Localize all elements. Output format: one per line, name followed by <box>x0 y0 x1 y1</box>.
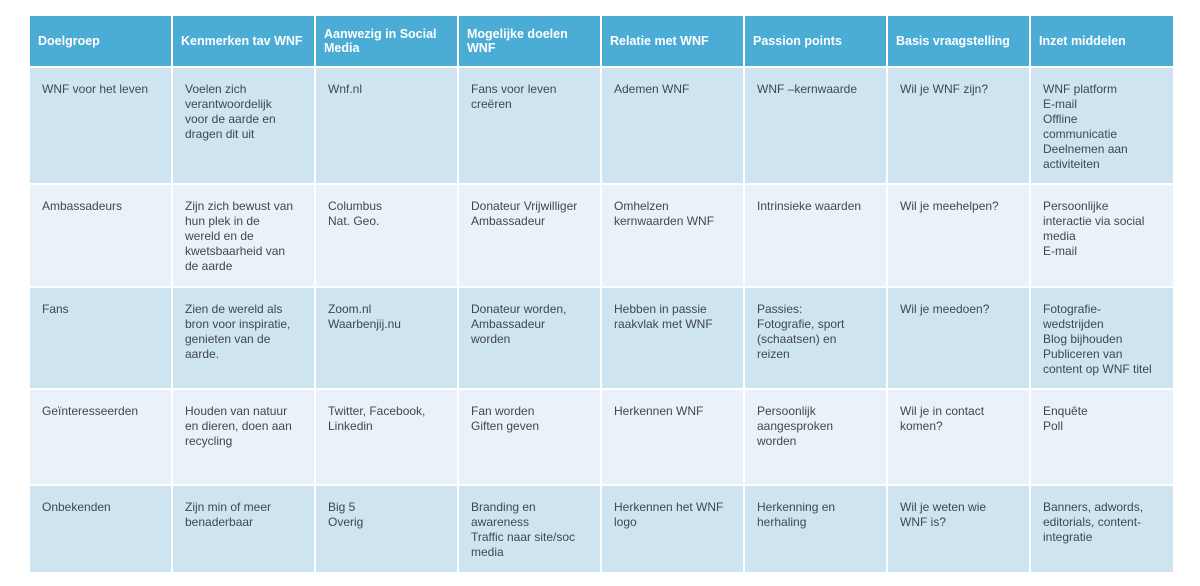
table-cell: Zoom.nl Waarbenjij.nu <box>314 286 459 390</box>
table-cell: Big 5 Overig <box>314 484 459 574</box>
table-cell: Geïnteresseerden <box>28 388 173 486</box>
cell-text: Fotografie- wedstrijden Blog bijhouden P… <box>1043 302 1152 376</box>
table-cell: Onbekenden <box>28 484 173 574</box>
table-cell: Ademen WNF <box>600 66 745 185</box>
cell-text: Hebben in passie raakvlak met WNF <box>614 302 713 331</box>
cell-text: Wil je WNF zijn? <box>900 82 989 96</box>
cell-text: Herkennen WNF <box>614 404 704 418</box>
cell-text: Geïnteresseerden <box>42 404 139 418</box>
table-cell: Voelen zich verantwoordelijk voor de aar… <box>171 66 316 185</box>
table-cell: Donateur worden, Ambassadeur worden <box>457 286 602 390</box>
cell-text: Ademen WNF <box>614 82 690 96</box>
table-cell: Zijn min of meer benaderbaar <box>171 484 316 574</box>
cell-text: Voelen zich verantwoordelijk voor de aar… <box>185 82 276 141</box>
header-social-media: Aanwezig in Social Media <box>314 14 459 68</box>
table-cell: Passies: Fotografie, sport (schaatsen) e… <box>743 286 888 390</box>
table-cell: Omhelzen kernwaarden WNF <box>600 183 745 288</box>
table-cell: Banners, adwords, editorials, content- i… <box>1029 484 1175 574</box>
cell-text: Herkennen het WNF logo <box>614 500 724 529</box>
cell-text: Banners, adwords, editorials, content- i… <box>1043 500 1144 544</box>
cell-text: Wil je weten wie WNF is? <box>900 500 987 529</box>
header-vraagstelling: Basis vraagstelling <box>886 14 1031 68</box>
table-cell: Fotografie- wedstrijden Blog bijhouden P… <box>1029 286 1175 390</box>
header-inzet-middelen: Inzet middelen <box>1029 14 1175 68</box>
cell-text: WNF voor het leven <box>42 82 149 96</box>
table-cell: Wil je meehelpen? <box>886 183 1031 288</box>
cell-text: Zijn zich bewust van hun plek in de were… <box>185 199 294 273</box>
table-cell: Herkennen het WNF logo <box>600 484 745 574</box>
table-cell: Fan worden Giften geven <box>457 388 602 486</box>
cell-text: Enquête Poll <box>1043 404 1088 433</box>
table-cell: WNF voor het leven <box>28 66 173 185</box>
table-cell: Persoonlijk aangesproken worden <box>743 388 888 486</box>
table-cell: Persoonlijke interactie via social media… <box>1029 183 1175 288</box>
cell-text: Persoonlijke interactie via social media… <box>1043 199 1145 258</box>
table-cell: WNF platform E-mail Offline communicatie… <box>1029 66 1175 185</box>
cell-text: Wnf.nl <box>328 82 363 96</box>
table-cell: Wil je meedoen? <box>886 286 1031 390</box>
cell-text: Omhelzen kernwaarden WNF <box>614 199 715 228</box>
table-cell: Donateur Vrijwilliger Ambassadeur <box>457 183 602 288</box>
table-cell: Herkennen WNF <box>600 388 745 486</box>
header-relatie: Relatie met WNF <box>600 14 745 68</box>
cell-text: WNF –kernwaarde <box>757 82 858 96</box>
table-cell: Fans voor leven creëren <box>457 66 602 185</box>
cell-text: Intrinsieke waarden <box>757 199 862 213</box>
cell-text: Zoom.nl Waarbenjij.nu <box>328 302 401 331</box>
table-cell: Zijn zich bewust van hun plek in de were… <box>171 183 316 288</box>
cell-text: Herkenning en herhaling <box>757 500 836 529</box>
cell-text: Twitter, Facebook, Linkedin <box>328 404 426 433</box>
header-doelen: Mogelijke doelen WNF <box>457 14 602 68</box>
cell-text: Wil je in contact komen? <box>900 404 985 433</box>
cell-text: Zien de wereld als bron voor inspiratie,… <box>185 302 291 361</box>
table-row: Ambassadeurs Zijn zich bewust van hun pl… <box>28 183 1175 288</box>
table-cell: Hebben in passie raakvlak met WNF <box>600 286 745 390</box>
table-cell: Columbus Nat. Geo. <box>314 183 459 288</box>
cell-text: Fan worden Giften geven <box>471 404 540 433</box>
header-row: Doelgroep Kenmerken tav WNF Aanwezig in … <box>28 14 1175 68</box>
table-row: Fans Zien de wereld als bron voor inspir… <box>28 286 1175 390</box>
cell-text: Columbus Nat. Geo. <box>328 199 383 228</box>
header-kenmerken: Kenmerken tav WNF <box>171 14 316 68</box>
table-cell: WNF –kernwaarde <box>743 66 888 185</box>
cell-text: Wil je meedoen? <box>900 302 990 316</box>
cell-text: Passies: Fotografie, sport (schaatsen) e… <box>757 302 845 361</box>
target-group-table: Doelgroep Kenmerken tav WNF Aanwezig in … <box>28 14 1175 574</box>
table-cell: Enquête Poll <box>1029 388 1175 486</box>
cell-text: Branding en awareness Traffic naar site/… <box>471 500 576 559</box>
cell-text: Persoonlijk aangesproken worden <box>757 404 834 448</box>
cell-text: Big 5 Overig <box>328 500 364 529</box>
cell-text: WNF platform E-mail Offline communicatie… <box>1043 82 1128 171</box>
cell-text: Wil je meehelpen? <box>900 199 999 213</box>
cell-text: Fans <box>42 302 69 316</box>
table-cell: Twitter, Facebook, Linkedin <box>314 388 459 486</box>
table-cell: Wil je WNF zijn? <box>886 66 1031 185</box>
table-cell: Zien de wereld als bron voor inspiratie,… <box>171 286 316 390</box>
cell-text: Donateur worden, Ambassadeur worden <box>471 302 567 346</box>
table-cell: Wil je weten wie WNF is? <box>886 484 1031 574</box>
table-cell: Ambassadeurs <box>28 183 173 288</box>
cell-text: Houden van natuur en dieren, doen aan re… <box>185 404 292 448</box>
cell-text: Zijn min of meer benaderbaar <box>185 500 272 529</box>
table-row: WNF voor het leven Voelen zich verantwoo… <box>28 66 1175 185</box>
table-row: Onbekenden Zijn min of meer benaderbaar … <box>28 484 1175 574</box>
table-cell: Wil je in contact komen? <box>886 388 1031 486</box>
cell-text: Ambassadeurs <box>42 199 123 213</box>
cell-text: Donateur Vrijwilliger Ambassadeur <box>471 199 578 228</box>
table-cell: Herkenning en herhaling <box>743 484 888 574</box>
cell-text: Onbekenden <box>42 500 111 514</box>
header-doelgroep: Doelgroep <box>28 14 173 68</box>
table-cell: Intrinsieke waarden <box>743 183 888 288</box>
table-cell: Fans <box>28 286 173 390</box>
table-cell: Houden van natuur en dieren, doen aan re… <box>171 388 316 486</box>
table-row: Geïnteresseerden Houden van natuur en di… <box>28 388 1175 486</box>
cell-text: Fans voor leven creëren <box>471 82 557 111</box>
table-cell: Branding en awareness Traffic naar site/… <box>457 484 602 574</box>
header-passion-points: Passion points <box>743 14 888 68</box>
table-cell: Wnf.nl <box>314 66 459 185</box>
